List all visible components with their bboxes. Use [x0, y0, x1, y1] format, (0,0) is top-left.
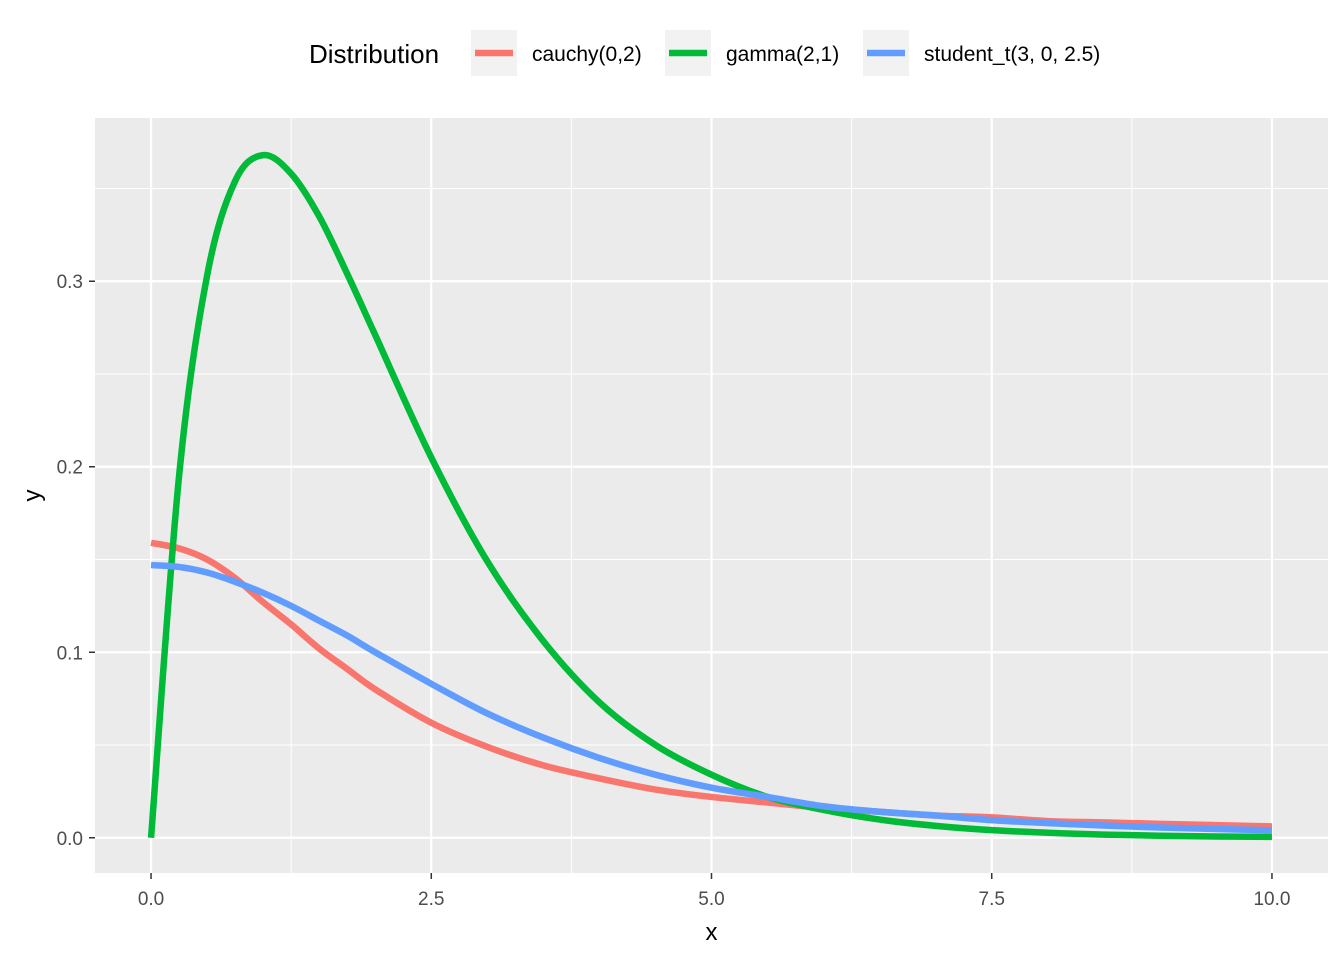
series-line-student-t-3-0-2-5	[150, 561, 1273, 834]
x-tick-labels: 0.0 2.5 5.0 7.5 10.0	[138, 889, 1291, 910]
y-axis-title: y	[19, 490, 46, 502]
y-tick-label: 0.1	[57, 643, 83, 664]
x-tick-label: 0.0	[138, 889, 164, 910]
y-tick-labels: 0.0 0.1 0.2 0.3	[57, 272, 83, 850]
x-tick-label: 7.5	[979, 889, 1005, 910]
legend-label-cauchy-0-2: cauchy(0,2)	[532, 43, 642, 66]
y-tick-label: 0.0	[57, 829, 83, 850]
x-tick-label: 2.5	[418, 889, 444, 910]
legend: Distribution cauchy(0,2) gamma(2,1) student…	[309, 30, 1100, 76]
x-axis-title: x	[706, 919, 718, 946]
legend-label-student-t-3-0-2-5: student_t(3, 0, 2.5)	[924, 43, 1100, 66]
legend-title: Distribution	[309, 39, 439, 69]
y-tick-label: 0.3	[57, 272, 83, 293]
series-line-gamma-2-1	[147, 151, 1272, 841]
x-tick-label: 5.0	[698, 889, 724, 910]
x-tick-label: 10.0	[1253, 889, 1290, 910]
series-lines	[147, 151, 1273, 841]
legend-label-gamma-2-1: gamma(2,1)	[726, 43, 839, 66]
y-tick-label: 0.2	[57, 458, 83, 479]
axis-ticks	[89, 280, 1273, 879]
